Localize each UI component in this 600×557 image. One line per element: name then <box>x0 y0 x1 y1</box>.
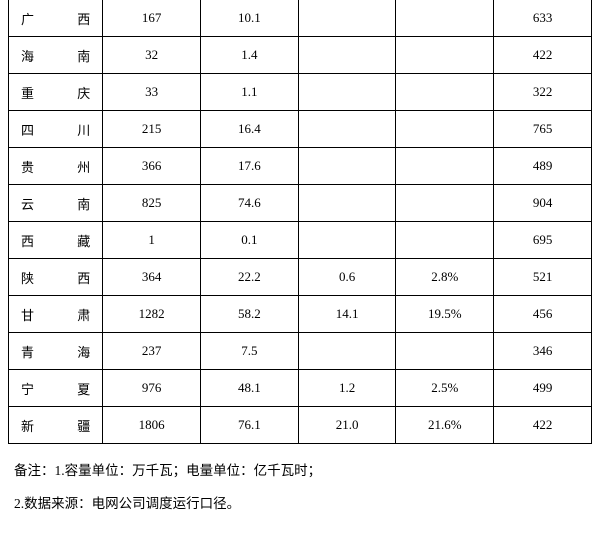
data-cell: 1282 <box>103 296 201 333</box>
data-cell: 364 <box>103 259 201 296</box>
data-cell <box>298 74 396 111</box>
data-cell: 19.5% <box>396 296 494 333</box>
data-cell: 1.1 <box>201 74 299 111</box>
data-cell <box>396 37 494 74</box>
data-cell: 17.6 <box>201 148 299 185</box>
data-cell: 2.5% <box>396 370 494 407</box>
data-cell <box>396 74 494 111</box>
data-cell <box>298 185 396 222</box>
table-row: 广 西16710.1 633 <box>9 0 592 37</box>
data-cell: 0.1 <box>201 222 299 259</box>
data-cell: 1.4 <box>201 37 299 74</box>
data-cell: 499 <box>494 370 592 407</box>
table-row: 云 南82574.6 904 <box>9 185 592 222</box>
data-cell <box>298 37 396 74</box>
table-row: 新 疆180676.121.021.6%422 <box>9 407 592 444</box>
data-cell: 76.1 <box>201 407 299 444</box>
table-row: 四 川21516.4 765 <box>9 111 592 148</box>
data-cell: 74.6 <box>201 185 299 222</box>
data-cell: 167 <box>103 0 201 37</box>
data-cell: 1806 <box>103 407 201 444</box>
data-cell <box>298 333 396 370</box>
data-cell: 695 <box>494 222 592 259</box>
data-cell: 32 <box>103 37 201 74</box>
table-row: 西 藏10.1 695 <box>9 222 592 259</box>
data-cell <box>396 185 494 222</box>
data-cell: 21.6% <box>396 407 494 444</box>
data-cell: 22.2 <box>201 259 299 296</box>
region-cell: 宁 夏 <box>9 370 103 407</box>
region-cell: 西 藏 <box>9 222 103 259</box>
data-cell: 33 <box>103 74 201 111</box>
table-row: 贵 州36617.6 489 <box>9 148 592 185</box>
table-body: 广 西16710.1633海 南321.4422重 庆331.1322四 川21… <box>9 0 592 444</box>
data-cell: 825 <box>103 185 201 222</box>
region-cell: 新 疆 <box>9 407 103 444</box>
data-cell: 0.6 <box>298 259 396 296</box>
data-cell: 346 <box>494 333 592 370</box>
region-cell: 四 川 <box>9 111 103 148</box>
data-cell <box>298 0 396 37</box>
region-cell: 广 西 <box>9 0 103 37</box>
data-cell: 765 <box>494 111 592 148</box>
data-cell: 456 <box>494 296 592 333</box>
data-cell: 2.8% <box>396 259 494 296</box>
table-row: 重 庆331.1 322 <box>9 74 592 111</box>
data-cell: 16.4 <box>201 111 299 148</box>
data-cell: 1.2 <box>298 370 396 407</box>
data-cell: 422 <box>494 407 592 444</box>
region-cell: 贵 州 <box>9 148 103 185</box>
data-cell <box>396 222 494 259</box>
data-cell: 322 <box>494 74 592 111</box>
table-row: 海 南321.4 422 <box>9 37 592 74</box>
data-cell: 633 <box>494 0 592 37</box>
page-wrap: 广 西16710.1633海 南321.4422重 庆331.1322四 川21… <box>0 0 600 540</box>
region-cell: 陕 西 <box>9 259 103 296</box>
data-cell: 237 <box>103 333 201 370</box>
table-row: 青 海2377.5 346 <box>9 333 592 370</box>
region-cell: 甘 肃 <box>9 296 103 333</box>
data-cell <box>396 111 494 148</box>
data-cell: 904 <box>494 185 592 222</box>
data-table: 广 西16710.1633海 南321.4422重 庆331.1322四 川21… <box>8 0 592 444</box>
data-cell: 21.0 <box>298 407 396 444</box>
data-cell: 1 <box>103 222 201 259</box>
data-cell: 48.1 <box>201 370 299 407</box>
data-cell <box>396 148 494 185</box>
data-cell: 58.2 <box>201 296 299 333</box>
data-cell: 366 <box>103 148 201 185</box>
data-cell: 422 <box>494 37 592 74</box>
data-cell <box>396 0 494 37</box>
data-cell: 10.1 <box>201 0 299 37</box>
footnote-1: 备注：1.容量单位：万千瓦；电量单位：亿千瓦时； <box>14 462 592 481</box>
table-row: 宁 夏97648.11.22.5%499 <box>9 370 592 407</box>
data-cell: 489 <box>494 148 592 185</box>
region-cell: 云 南 <box>9 185 103 222</box>
table-row: 甘 肃128258.214.119.5%456 <box>9 296 592 333</box>
region-cell: 海 南 <box>9 37 103 74</box>
data-cell <box>396 333 494 370</box>
region-cell: 青 海 <box>9 333 103 370</box>
table-row: 陕 西36422.20.62.8%521 <box>9 259 592 296</box>
footnotes: 备注：1.容量单位：万千瓦；电量单位：亿千瓦时； 2.数据来源：电网公司调度运行… <box>8 462 592 514</box>
footnote-2: 2.数据来源：电网公司调度运行口径。 <box>14 495 592 514</box>
data-cell: 14.1 <box>298 296 396 333</box>
data-cell <box>298 111 396 148</box>
data-cell <box>298 148 396 185</box>
data-cell <box>298 222 396 259</box>
data-cell: 7.5 <box>201 333 299 370</box>
region-cell: 重 庆 <box>9 74 103 111</box>
data-cell: 976 <box>103 370 201 407</box>
data-cell: 215 <box>103 111 201 148</box>
data-cell: 521 <box>494 259 592 296</box>
